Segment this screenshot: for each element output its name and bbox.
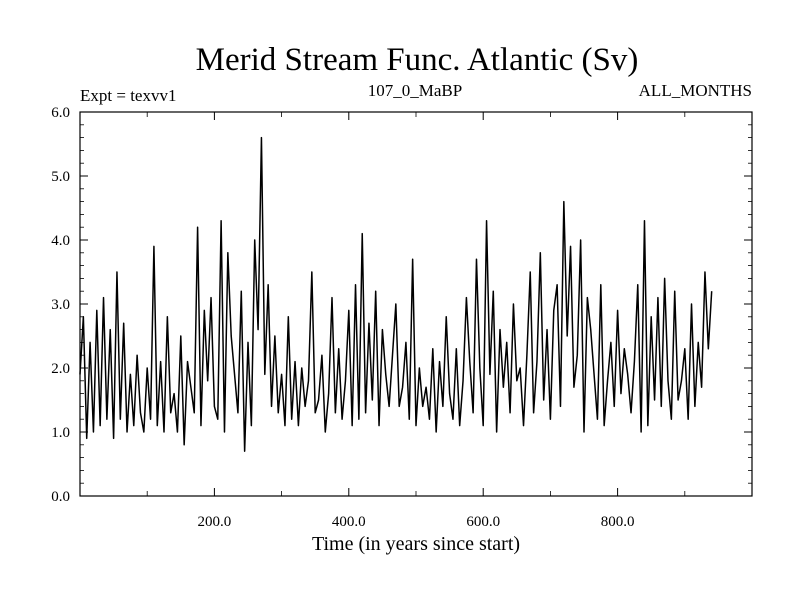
x-axis-label: Time (in years since start)	[312, 533, 520, 555]
y-tick-label: 3.0	[51, 297, 70, 313]
y-tick-label: 2.0	[51, 361, 70, 377]
x-tick-label: 800.0	[601, 514, 635, 530]
x-tick-label: 600.0	[466, 514, 500, 530]
axis-ticks	[80, 111, 752, 497]
y-tick-label: 0.0	[51, 489, 70, 505]
tick-labels: 0.0 1.0 2.0 3.0 4.0 5.0 6.0 200.0 400.0 600.0 800.…	[51, 105, 634, 530]
months-label: ALL_MONTHS	[639, 81, 752, 100]
period-label: 107_0_MaBP	[368, 81, 462, 100]
y-tick-label: 1.0	[51, 425, 70, 441]
y-tick-label: 5.0	[51, 169, 70, 185]
chart-title: Merid Stream Func. Atlantic (Sv)	[196, 42, 639, 78]
x-tick-label: 200.0	[198, 514, 232, 530]
y-tick-label: 4.0	[51, 233, 70, 249]
series-line	[79, 136, 713, 452]
experiment-label: Expt = texvv1	[80, 86, 176, 105]
y-tick-label: 6.0	[51, 105, 70, 121]
x-tick-label: 400.0	[332, 514, 366, 530]
plot-frame	[79, 111, 753, 497]
